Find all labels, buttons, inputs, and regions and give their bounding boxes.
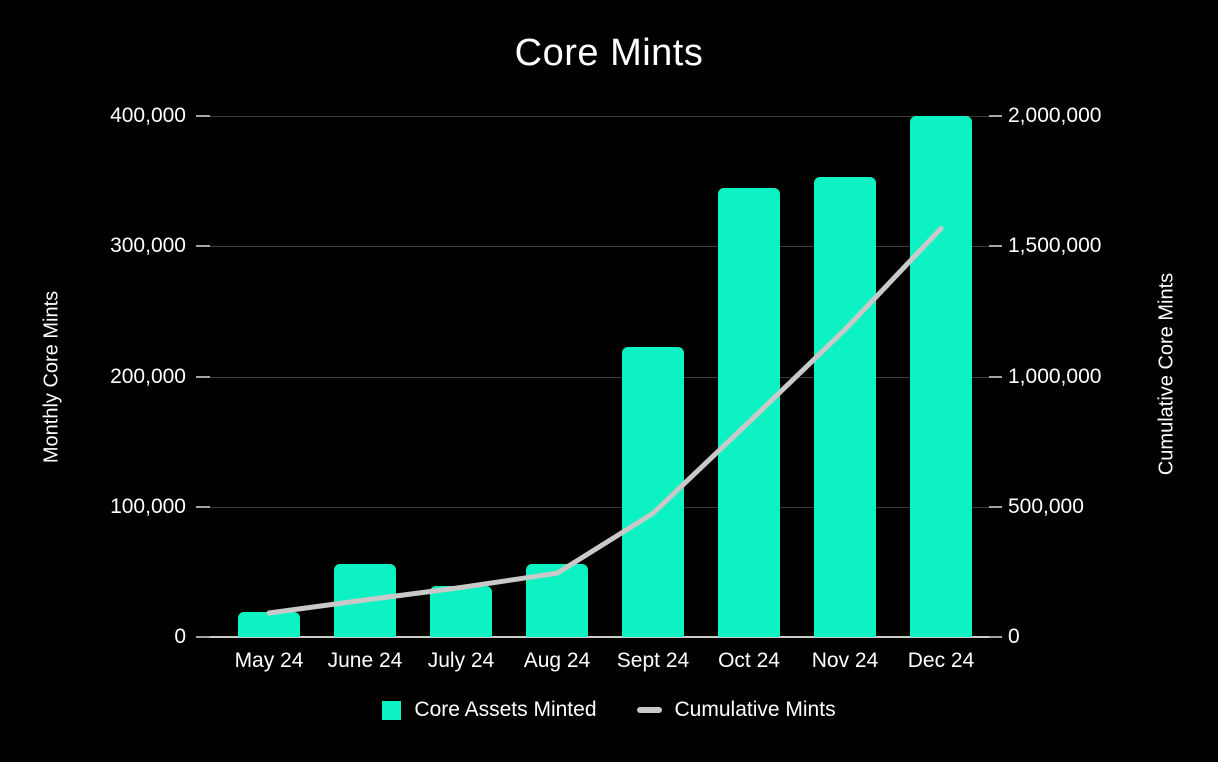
gridline xyxy=(203,376,989,378)
plot-area xyxy=(221,116,989,637)
x-axis-labels: May 24 June 24 July 24 Aug 24 Sept 24 Oc… xyxy=(221,649,989,675)
legend: Core Assets Minted Cumulative Mints xyxy=(0,694,1218,726)
bar-nov-24 xyxy=(814,177,876,637)
y-tick-label: 2,000,000 xyxy=(988,104,1102,127)
y-tick-label: 300,000 xyxy=(110,234,210,258)
x-tick-label: Aug 24 xyxy=(523,649,591,672)
bar-may-24 xyxy=(238,612,300,637)
legend-item-core-assets-minted: Core Assets Minted xyxy=(382,698,597,722)
line-swatch-icon xyxy=(636,707,662,713)
grid-area xyxy=(203,116,989,638)
chart-title: Core Mints xyxy=(514,32,704,74)
left-axis-ticks: 400,000 300,000 200,000 100,000 0 xyxy=(0,104,210,648)
legend-item-cumulative-mints: Cumulative Mints xyxy=(636,698,836,722)
y-tick-label: 1,000,000 xyxy=(988,364,1102,388)
gridline xyxy=(203,116,989,117)
cumulative-line xyxy=(266,226,944,616)
bar-swatch-icon xyxy=(382,700,402,720)
bar-july-24 xyxy=(430,586,492,637)
bar-dec-24 xyxy=(910,116,972,637)
y-tick-label: 500,000 xyxy=(989,494,1084,518)
y-tick-label: 100,000 xyxy=(110,494,210,518)
legend-label: Core Assets Minted xyxy=(414,698,597,721)
gridline xyxy=(203,246,989,248)
x-tick-label: July 24 xyxy=(427,649,495,672)
y-tick-label: 0 xyxy=(989,625,1020,648)
x-tick-label: Dec 24 xyxy=(907,649,975,672)
x-axis-line xyxy=(203,636,989,638)
bar-oct-24 xyxy=(718,187,780,637)
y-tick-label: 0 xyxy=(174,625,210,648)
x-tick-label: June 24 xyxy=(327,649,403,672)
y-tick-label: 1,500,000 xyxy=(988,234,1102,258)
y-tick-label: 400,000 xyxy=(110,104,210,127)
x-tick-label: Nov 24 xyxy=(811,649,879,672)
x-tick-label: May 24 xyxy=(234,649,304,672)
x-tick-label: Sept 24 xyxy=(616,649,690,672)
gridline xyxy=(203,506,989,508)
legend-label: Cumulative Mints xyxy=(674,698,836,721)
x-tick-label: Oct 24 xyxy=(718,649,780,672)
y-tick-label: 200,000 xyxy=(110,364,210,388)
right-axis-ticks: 2,000,000 1,500,000 1,000,000 500,000 0 xyxy=(988,104,1208,648)
